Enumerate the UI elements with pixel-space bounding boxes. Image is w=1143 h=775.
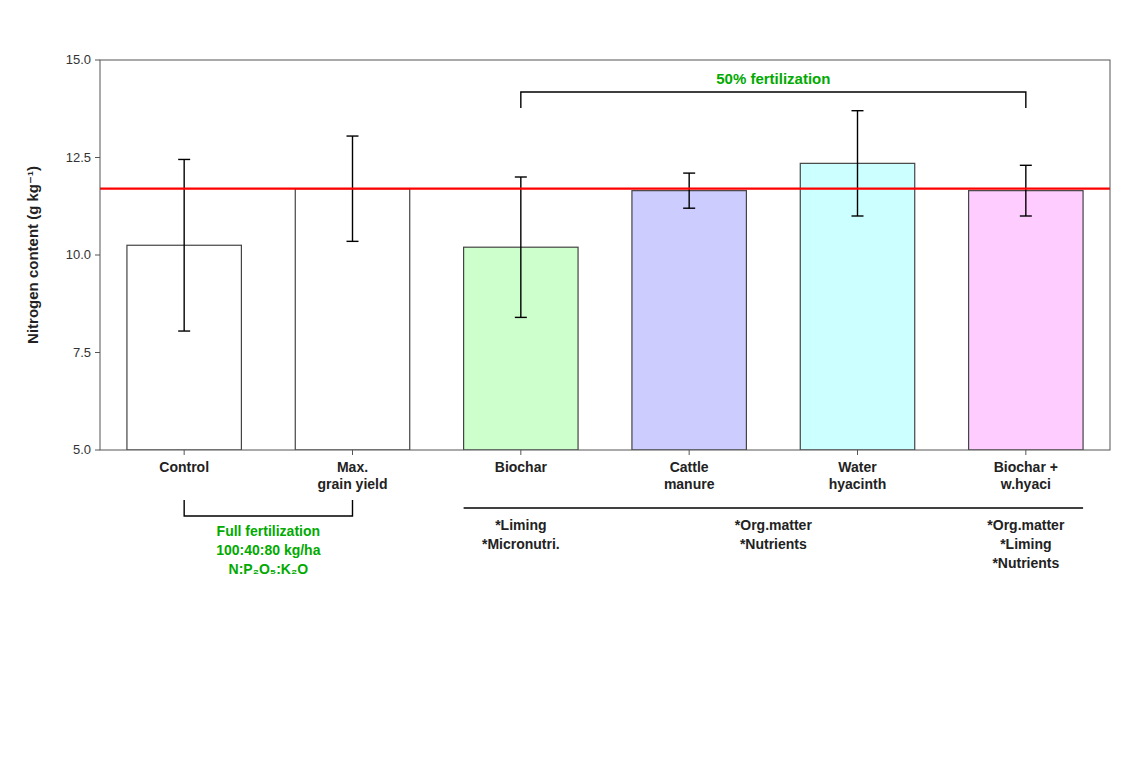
plot-frame [100,60,1110,450]
y-tick-label: 15.0 [66,52,91,67]
x-tick [184,450,185,455]
error-bar-cap [347,135,359,136]
y-axis: 5.0 7.5 10.0 12.5 15.0 [66,52,100,457]
x-tick-label: Waterhyacinth [829,459,887,492]
y-tick [95,450,100,451]
error-bar-stem [857,111,858,216]
error-bar-cap [1020,215,1032,216]
y-tick-label: 7.5 [73,345,91,360]
x-tick [352,450,353,455]
error-bar-cap [852,215,864,216]
error-bar-cap [178,330,190,331]
annotation-text: *Org.matter [987,517,1065,533]
reference-line [100,188,1110,190]
x-tick-label: Control [159,459,209,475]
error-bar-cap [178,159,190,160]
error-bar-cap [347,241,359,242]
group-line [464,507,1083,508]
x-tick-label: Cattlemanure [664,459,715,492]
error-bar-stem [688,173,689,208]
error-bar [178,159,190,331]
annotation-text: 100:40:80 kg/ha [216,542,320,558]
x-tick [857,450,858,455]
bracket-annotation: 50% fertilization [521,70,1026,108]
below-annotation: *Org.matter *Nutrients [735,517,813,552]
error-bar-cap [852,110,864,111]
annotation-text: *Org.matter [735,517,813,533]
below-annotation: *Liming *Micronutri. [482,517,560,552]
annotation-text: Full fertilization [217,523,320,539]
y-tick-label: 10.0 [66,247,91,262]
y-tick-label: 12.5 [66,150,91,165]
chart-container: 5.0 7.5 10.0 12.5 15.0 Nitrogen content (g kg… [0,0,1143,775]
x-tick-label: Biochar [495,459,548,475]
y-tick [95,157,100,158]
error-bar [1020,165,1032,216]
bracket [184,500,352,516]
bars [100,111,1110,450]
annotation-text: *Liming [1000,536,1051,552]
below-annotation: *Org.matter *Liming *Nutrients [987,517,1065,571]
error-bar-stem [183,159,184,331]
error-bar-cap [515,176,527,177]
error-bar-stem [520,177,521,317]
annotation-text: 50% fertilization [716,70,830,87]
chart: 5.0 7.5 10.0 12.5 15.0 Nitrogen content (g kg… [0,0,1143,775]
x-tick [689,450,690,455]
bar [969,191,1083,450]
x-tick [1025,450,1026,455]
x-axis: Control Max.grain yield Biochar Cattlemanur… [159,450,1058,492]
y-axis-label: Nitrogen content (g kg⁻¹) [24,166,41,344]
annotation-text: *Liming [495,517,546,533]
x-tick [520,450,521,455]
x-tick-label: Biochar +w.hyaci [994,459,1058,492]
bar [632,191,746,450]
error-bar [683,173,695,208]
annotation-text: *Nutrients [740,536,807,552]
bracket [521,92,1026,108]
annotation-text: N:P₂O₅:K₂O [229,561,309,577]
y-tick [95,352,100,353]
error-bar [515,177,527,317]
annotation-text: *Nutrients [992,555,1059,571]
x-tick-label: Max.grain yield [317,459,387,492]
error-bar [852,111,864,216]
error-bar-cap [515,317,527,318]
y-tick [95,60,100,61]
error-bar-cap [683,172,695,173]
error-bar-cap [1020,165,1032,166]
y-tick [95,255,100,256]
error-bar-cap [683,207,695,208]
y-tick-label: 5.0 [73,442,91,457]
annotation-text: *Micronutri. [482,536,560,552]
below-annotation: Full fertilization 100:40:80 kg/ha N:P₂O₅:… [184,500,352,577]
error-bar-stem [1025,165,1026,216]
